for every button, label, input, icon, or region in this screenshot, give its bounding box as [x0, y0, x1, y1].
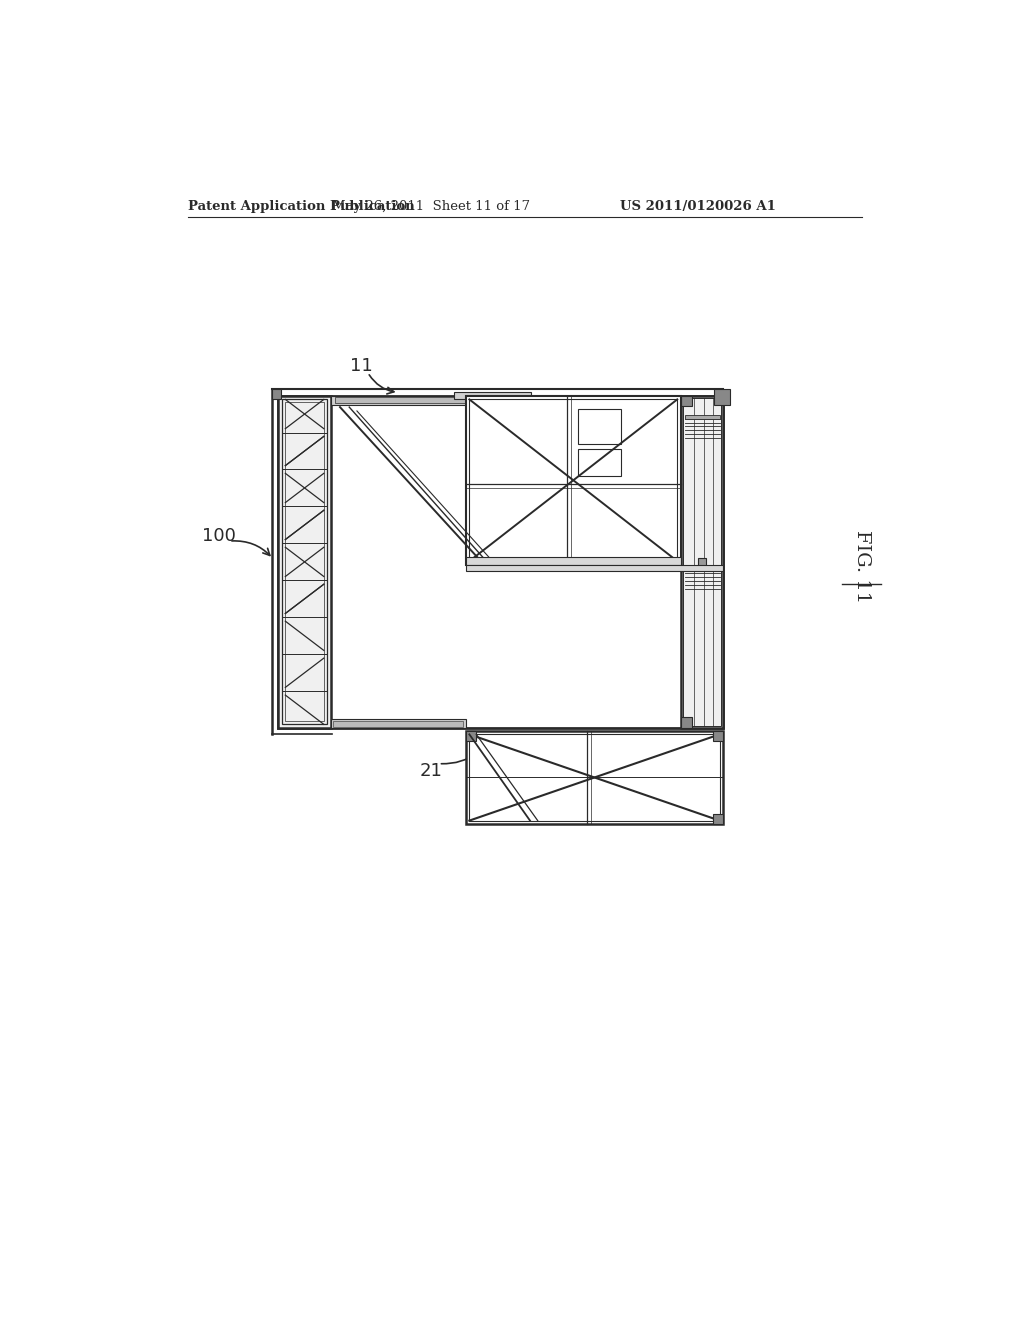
Bar: [713, 813, 724, 825]
Text: 21: 21: [420, 762, 442, 780]
Bar: [466, 396, 681, 565]
Bar: [279, 396, 724, 729]
Bar: [685, 566, 720, 570]
Bar: [286, 403, 324, 721]
Text: FIG. 11: FIG. 11: [853, 529, 871, 603]
Bar: [683, 397, 721, 726]
Bar: [279, 396, 331, 729]
Bar: [714, 389, 730, 405]
Text: Patent Application Publication: Patent Application Publication: [188, 199, 415, 213]
Bar: [469, 400, 677, 561]
Bar: [454, 392, 531, 399]
Bar: [333, 721, 463, 726]
Bar: [681, 718, 692, 729]
Bar: [335, 397, 539, 404]
Bar: [466, 730, 476, 742]
Bar: [466, 557, 681, 565]
Bar: [579, 409, 621, 444]
Bar: [681, 396, 692, 407]
Bar: [466, 565, 724, 572]
Text: 11: 11: [350, 358, 373, 375]
Bar: [331, 396, 543, 405]
Text: 100: 100: [202, 527, 237, 545]
Bar: [331, 719, 466, 729]
FancyArrowPatch shape: [231, 541, 270, 556]
Bar: [272, 389, 282, 399]
Text: May 26, 2011  Sheet 11 of 17: May 26, 2011 Sheet 11 of 17: [332, 199, 530, 213]
Bar: [579, 449, 621, 477]
Bar: [466, 730, 724, 825]
Bar: [698, 558, 706, 566]
Bar: [469, 734, 720, 821]
Bar: [685, 414, 720, 420]
FancyArrowPatch shape: [441, 752, 477, 764]
Bar: [681, 396, 724, 729]
Bar: [283, 400, 327, 725]
FancyArrowPatch shape: [370, 375, 394, 393]
Text: US 2011/0120026 A1: US 2011/0120026 A1: [620, 199, 775, 213]
Bar: [713, 730, 724, 742]
